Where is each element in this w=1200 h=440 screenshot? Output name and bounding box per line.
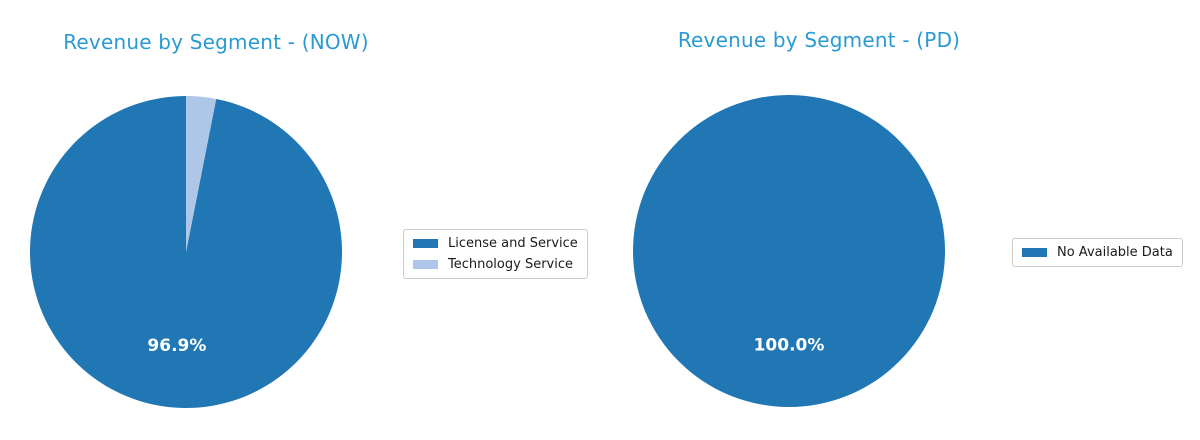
- pie-now: 96.9%: [29, 96, 342, 408]
- pie-pd: 100.0%: [633, 95, 945, 407]
- pie-slice-0: [29, 96, 342, 408]
- pct-label-0: 100.0%: [754, 336, 825, 356]
- legend-item: No Available Data: [1022, 244, 1173, 261]
- pie-slice-1: [186, 96, 217, 252]
- legend-label-technology-service: Technology Service: [448, 257, 573, 272]
- legend-item: Technology Service: [413, 256, 578, 273]
- chart-title-pd: Revenue by Segment - (PD): [677, 28, 961, 52]
- chart-title-now: Revenue by Segment - (NOW): [63, 30, 369, 54]
- legend-swatch-technology-service: [413, 260, 438, 269]
- legend-now: License and Service Technology Service: [403, 229, 588, 279]
- legend-label-license-and-service: License and Service: [448, 236, 578, 251]
- legend-item: License and Service: [413, 235, 578, 252]
- legend-pd: No Available Data: [1012, 238, 1183, 267]
- legend-swatch-license-and-service: [413, 239, 438, 248]
- legend-swatch-no-available-data: [1022, 248, 1047, 257]
- legend-label-no-available-data: No Available Data: [1057, 245, 1173, 260]
- pct-label-0: 96.9%: [147, 336, 206, 356]
- pie-slice-0: [633, 95, 945, 407]
